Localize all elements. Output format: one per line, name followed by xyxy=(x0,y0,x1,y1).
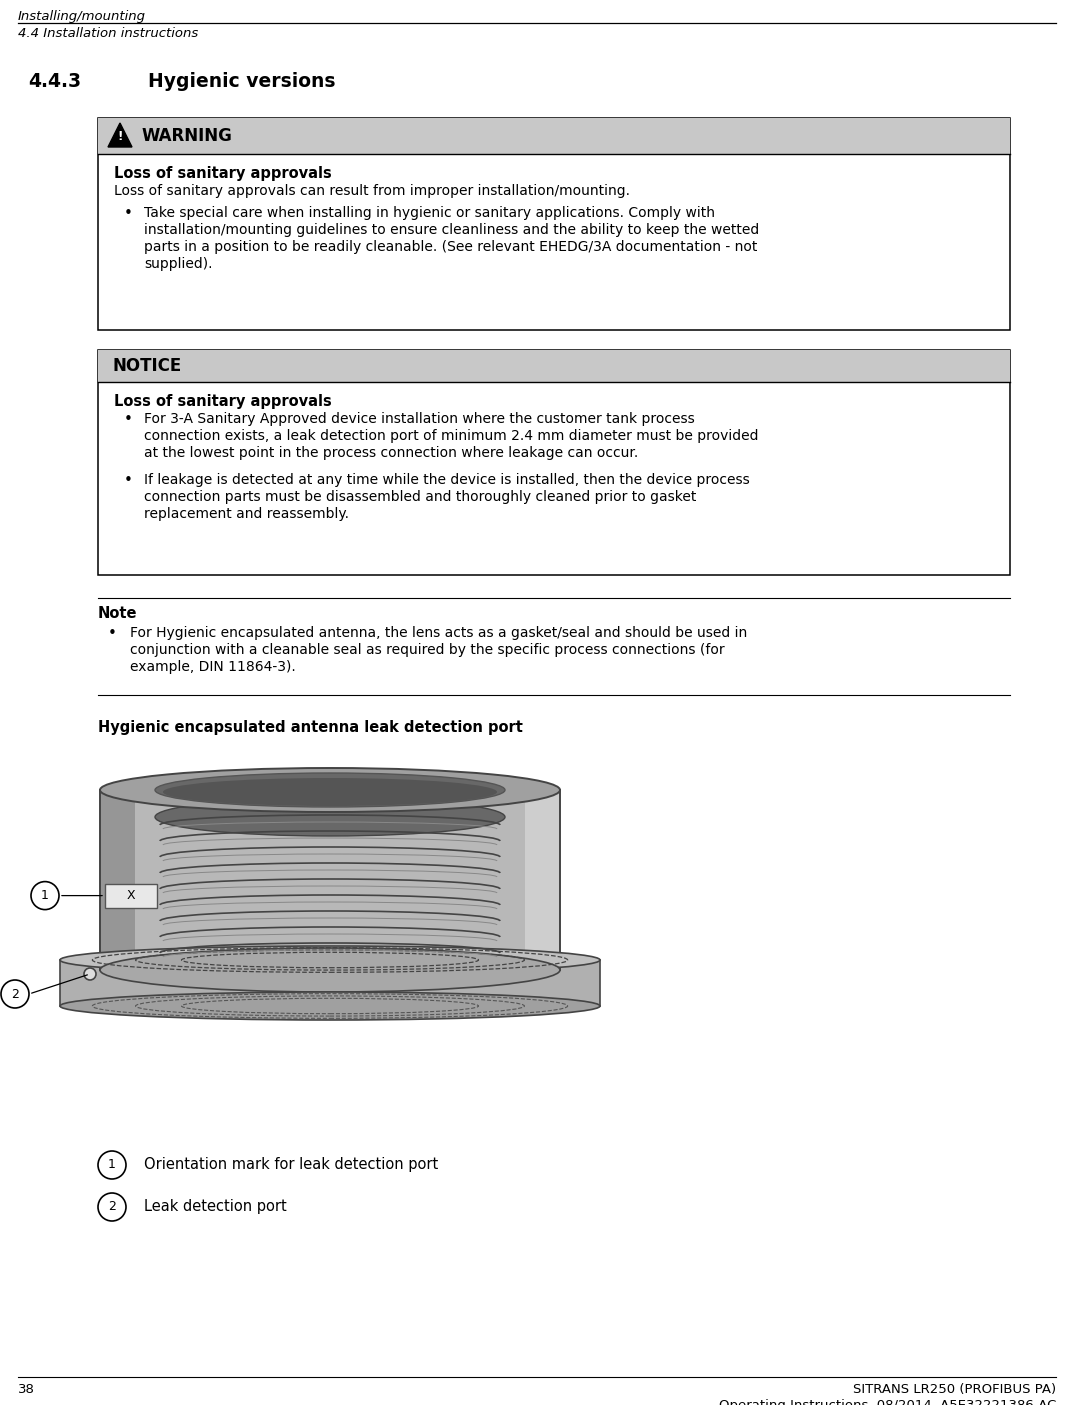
FancyBboxPatch shape xyxy=(105,884,157,908)
FancyBboxPatch shape xyxy=(525,790,560,969)
Text: Loss of sanitary approvals: Loss of sanitary approvals xyxy=(114,166,332,181)
Ellipse shape xyxy=(155,798,505,836)
Ellipse shape xyxy=(155,773,505,806)
Text: !: ! xyxy=(117,131,122,143)
Polygon shape xyxy=(108,124,132,148)
Text: •: • xyxy=(124,207,133,221)
Circle shape xyxy=(84,968,96,981)
Text: installation/mounting guidelines to ensure cleanliness and the ability to keep t: installation/mounting guidelines to ensu… xyxy=(144,223,759,237)
Text: connection exists, a leak detection port of minimum 2.4 mm diameter must be prov: connection exists, a leak detection port… xyxy=(144,429,758,443)
Text: Note: Note xyxy=(98,606,137,621)
Ellipse shape xyxy=(100,769,560,812)
Text: Loss of sanitary approvals can result from improper installation/mounting.: Loss of sanitary approvals can result fr… xyxy=(114,184,630,198)
Text: For 3-A Sanitary Approved device installation where the customer tank process: For 3-A Sanitary Approved device install… xyxy=(144,412,695,426)
FancyBboxPatch shape xyxy=(100,790,135,969)
FancyBboxPatch shape xyxy=(60,960,600,1006)
Text: 38: 38 xyxy=(18,1383,34,1397)
Ellipse shape xyxy=(60,946,600,974)
Text: 1: 1 xyxy=(108,1159,116,1172)
Text: For Hygienic encapsulated antenna, the lens acts as a gasket/seal and should be : For Hygienic encapsulated antenna, the l… xyxy=(130,627,748,641)
Text: Operating Instructions, 08/2014, A5E32221386-AC: Operating Instructions, 08/2014, A5E3222… xyxy=(719,1399,1056,1405)
Text: Loss of sanitary approvals: Loss of sanitary approvals xyxy=(114,393,332,409)
Text: Orientation mark for leak detection port: Orientation mark for leak detection port xyxy=(144,1158,438,1173)
Text: connection parts must be disassembled and thoroughly cleaned prior to gasket: connection parts must be disassembled an… xyxy=(144,490,696,504)
Text: If leakage is detected at any time while the device is installed, then the devic: If leakage is detected at any time while… xyxy=(144,473,750,488)
Text: Installing/mounting: Installing/mounting xyxy=(18,10,146,22)
Text: supplied).: supplied). xyxy=(144,257,213,271)
Text: parts in a position to be readily cleanable. (See relevant EHEDG/3A documentatio: parts in a position to be readily cleana… xyxy=(144,240,757,254)
FancyBboxPatch shape xyxy=(98,350,1010,575)
Text: 4.4.3: 4.4.3 xyxy=(28,72,82,91)
Circle shape xyxy=(98,1151,126,1179)
Ellipse shape xyxy=(163,778,497,806)
Text: Hygienic encapsulated antenna leak detection port: Hygienic encapsulated antenna leak detec… xyxy=(98,719,523,735)
Text: 1: 1 xyxy=(41,889,49,902)
Text: 2: 2 xyxy=(11,988,19,1000)
Text: Take special care when installing in hygienic or sanitary applications. Comply w: Take special care when installing in hyg… xyxy=(144,207,715,221)
Text: •: • xyxy=(124,473,133,488)
Text: SITRANS LR250 (PROFIBUS PA): SITRANS LR250 (PROFIBUS PA) xyxy=(853,1383,1056,1397)
FancyBboxPatch shape xyxy=(100,790,560,969)
Text: at the lowest point in the process connection where leakage can occur.: at the lowest point in the process conne… xyxy=(144,445,638,459)
Text: •: • xyxy=(108,627,117,641)
Text: X: X xyxy=(127,889,135,902)
Ellipse shape xyxy=(100,948,560,992)
Text: •: • xyxy=(124,412,133,427)
Ellipse shape xyxy=(60,992,600,1020)
Text: 2: 2 xyxy=(108,1200,116,1214)
Text: example, DIN 11864-3).: example, DIN 11864-3). xyxy=(130,660,295,674)
Text: 4.4 Installation instructions: 4.4 Installation instructions xyxy=(18,27,199,39)
Text: replacement and reassembly.: replacement and reassembly. xyxy=(144,507,349,521)
Circle shape xyxy=(1,981,29,1007)
Circle shape xyxy=(31,881,59,909)
Text: Hygienic versions: Hygienic versions xyxy=(148,72,335,91)
FancyBboxPatch shape xyxy=(98,350,1010,382)
Circle shape xyxy=(98,1193,126,1221)
Text: conjunction with a cleanable seal as required by the specific process connection: conjunction with a cleanable seal as req… xyxy=(130,643,725,658)
Text: WARNING: WARNING xyxy=(142,126,233,145)
FancyBboxPatch shape xyxy=(98,118,1010,330)
Text: NOTICE: NOTICE xyxy=(112,357,182,375)
FancyBboxPatch shape xyxy=(98,118,1010,155)
Text: Leak detection port: Leak detection port xyxy=(144,1200,287,1214)
